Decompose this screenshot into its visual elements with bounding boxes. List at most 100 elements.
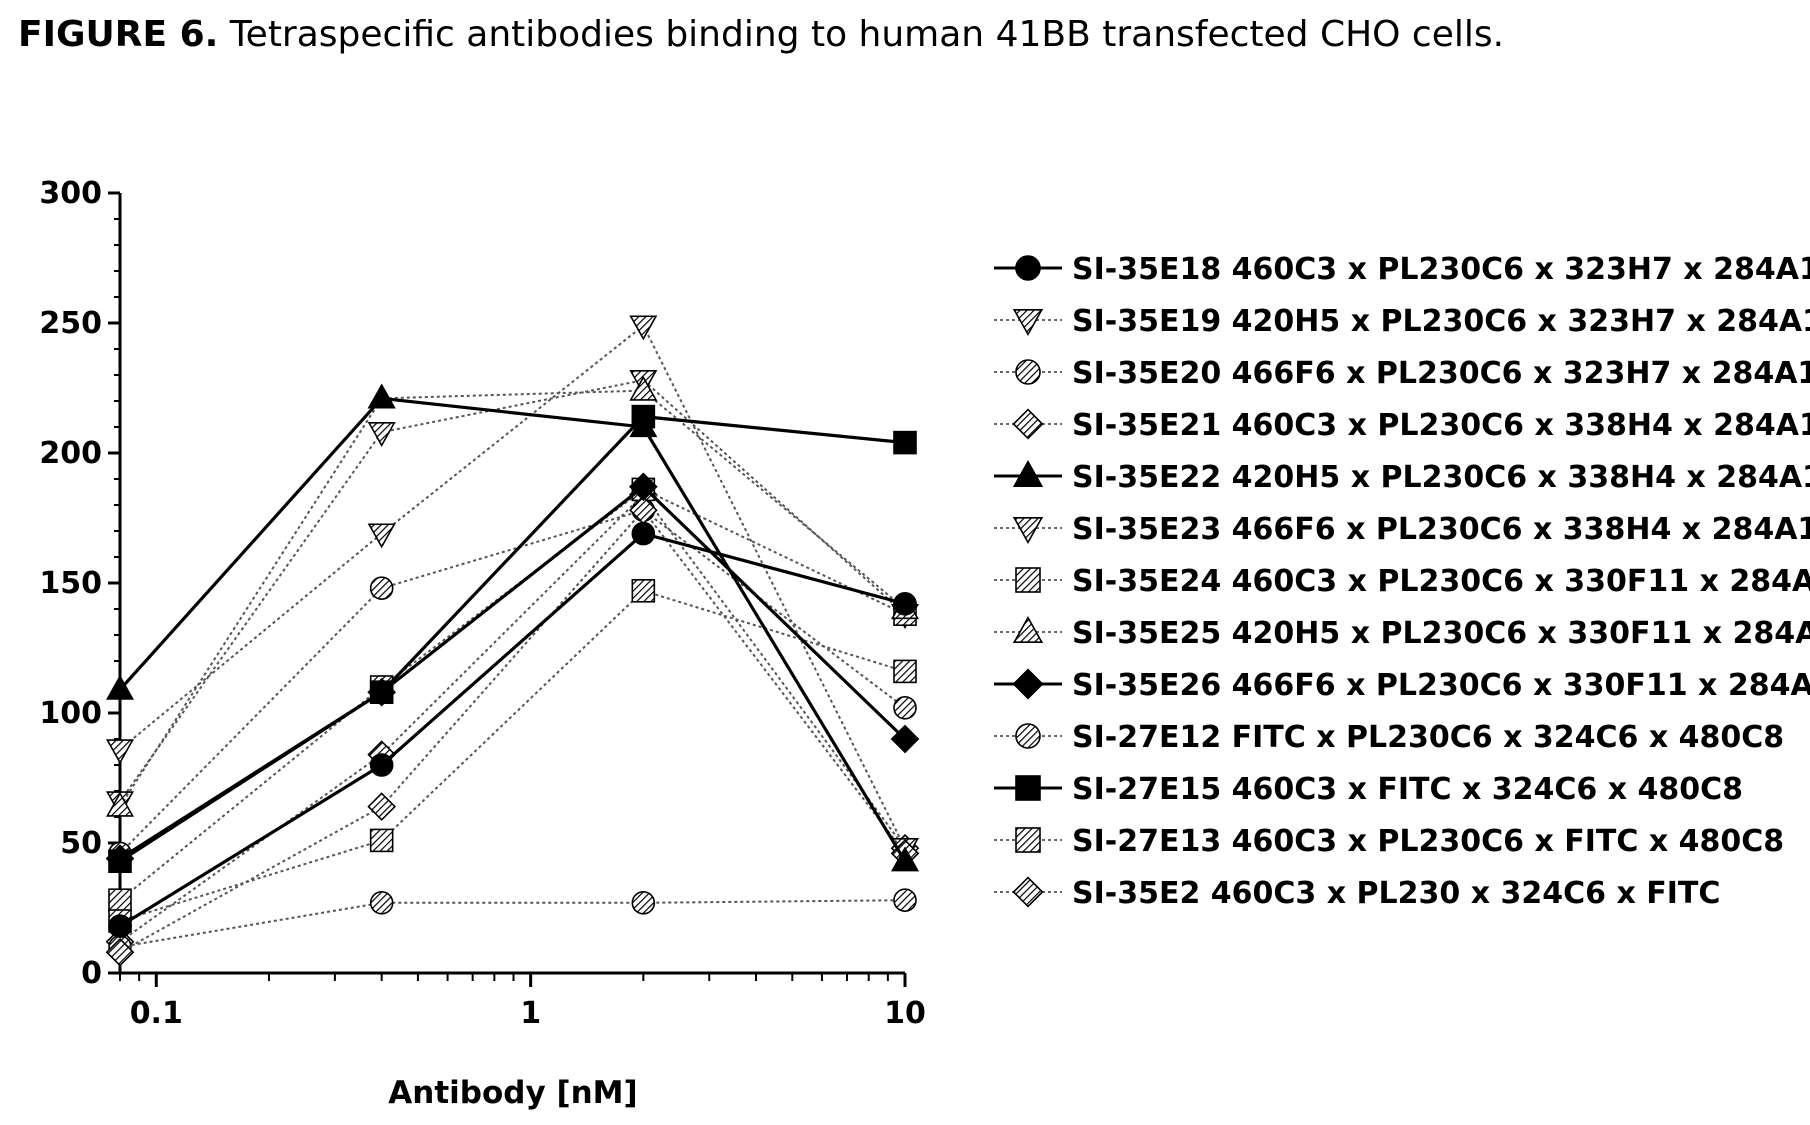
data-point [890, 846, 920, 872]
data-point [890, 724, 920, 754]
legend-label: SI-27E15 460C3 x FITC x 324C6 x 480C8 [1072, 772, 1743, 807]
legend-marker [1012, 668, 1044, 700]
legend-entry-11: SI-27E15 460C3 x FITC x 324C6 x 480C8 [994, 772, 1743, 807]
y-tick-label: 150 [39, 566, 102, 601]
legend-entry-13: SI-35E2 460C3 x PL230 x 324C6 x FITC [994, 876, 1720, 911]
series-line [119, 379, 906, 802]
axes: 0 50 100 150 200 250 300 0.1 1 10 Antibody [nM] [39, 176, 926, 1111]
x-axis-title: Antibody [nM] [388, 1075, 637, 1111]
data-point [893, 659, 917, 684]
data-point [629, 375, 658, 401]
x-tick-label: 0.1 [130, 996, 183, 1031]
series-line [119, 589, 906, 922]
series-10 [108, 888, 917, 959]
data-point [893, 888, 917, 913]
data-point [367, 792, 396, 821]
legend-marker [1015, 723, 1041, 749]
data-point [369, 576, 394, 601]
legend-entry-1: SI-35E18 460C3 x PL230C6 x 323H7 x 284A1… [994, 252, 1810, 287]
data-point [369, 753, 394, 777]
legend-marker [1012, 308, 1044, 337]
data-point [369, 680, 394, 705]
data-point [367, 523, 396, 549]
legend-marker [1015, 775, 1041, 801]
figure-caption: Tetraspecific antibodies binding to huma… [229, 14, 1505, 55]
legend-label: SI-35E22 420H5 x PL230C6 x 338H4 x 284A1… [1072, 460, 1810, 495]
legend-marker [1015, 827, 1041, 853]
series-line [119, 493, 906, 943]
legend-label: SI-35E20 466F6 x PL230C6 x 323H7 x 284A1… [1072, 356, 1810, 391]
data-point [369, 828, 394, 853]
series-5 [105, 383, 920, 872]
legend-label: SI-35E25 420H5 x PL230C6 x 330F11 x 284A… [1072, 616, 1810, 651]
y-tick-label: 50 [60, 826, 102, 861]
legend-label: SI-35E21 460C3 x PL230C6 x 338H4 x 284A1… [1072, 408, 1810, 443]
data-point [367, 383, 396, 409]
data-point [629, 315, 658, 341]
y-tick-label: 250 [39, 306, 102, 341]
legend-marker [1012, 516, 1044, 545]
series-8 [105, 375, 920, 817]
legend-marker [1015, 359, 1041, 385]
series-line [119, 508, 906, 954]
legend-label: SI-35E18 460C3 x PL230C6 x 323H7 x 284A1… [1072, 252, 1810, 287]
series-7 [108, 477, 917, 913]
data-point [629, 472, 658, 502]
legend-entry-10: SI-27E12 FITC x PL230C6 x 324C6 x 480C8 [994, 720, 1784, 755]
data-point [105, 937, 135, 967]
series-line [119, 414, 906, 863]
series-line [119, 488, 906, 901]
data-point [369, 890, 394, 915]
data-point [105, 791, 135, 817]
legend-entry-3: SI-35E20 466F6 x PL230C6 x 323H7 x 284A1… [994, 356, 1810, 391]
x-tick-label: 1 [520, 996, 541, 1031]
data-point [105, 674, 135, 700]
legend-label: SI-35E2 460C3 x PL230 x 324C6 x FITC [1072, 876, 1720, 911]
series-11 [108, 404, 917, 874]
data-point [105, 739, 135, 765]
legend-marker [1012, 459, 1044, 488]
legend-marker [1012, 615, 1044, 644]
legend-label: SI-35E19 420H5 x PL230C6 x 323H7 x 284A1… [1072, 304, 1810, 339]
series-6 [105, 315, 920, 864]
y-tick-label: 300 [39, 176, 102, 211]
series-1 [108, 521, 917, 939]
legend: SI-35E18 460C3 x PL230C6 x 323H7 x 284A1… [994, 252, 1810, 911]
y-tick-label: 0 [81, 956, 102, 991]
series-line [119, 324, 906, 849]
series-line [119, 484, 907, 860]
data-point [893, 430, 917, 455]
legend-entry-4: SI-35E21 460C3 x PL230C6 x 338H4 x 284A1… [994, 408, 1810, 443]
series-layer [105, 315, 920, 967]
series-line [119, 509, 906, 855]
y-tick-label: 100 [39, 696, 102, 731]
data-point [893, 591, 917, 616]
series-2 [105, 370, 920, 817]
y-tick-label: 200 [39, 436, 102, 471]
legend-label: SI-35E23 466F6 x PL230C6 x 338H4 x 284A1… [1072, 512, 1810, 547]
legend-marker [1012, 876, 1044, 908]
data-point [631, 890, 656, 915]
legend-label: SI-35E26 466F6 x PL230C6 x 330F11 x 284A… [1072, 668, 1810, 703]
data-point [893, 695, 917, 720]
legend-marker [1012, 408, 1044, 440]
data-point [631, 404, 656, 429]
legend-label: SI-27E13 460C3 x PL230C6 x FITC x 480C8 [1072, 824, 1784, 859]
legend-entry-9: SI-35E26 466F6 x PL230C6 x 330F11 x 284A… [994, 668, 1810, 703]
legend-marker [1015, 567, 1041, 593]
data-point [631, 578, 656, 603]
series-line [119, 389, 906, 808]
legend-entry-8: SI-35E25 420H5 x PL230C6 x 330F11 x 284A… [994, 615, 1810, 651]
legend-entry-5: SI-35E22 420H5 x PL230C6 x 338H4 x 284A1… [994, 459, 1810, 495]
legend-marker [1015, 255, 1041, 281]
legend-entry-12: SI-27E13 460C3 x PL230C6 x FITC x 480C8 [994, 824, 1784, 859]
data-point [108, 888, 132, 913]
data-point [631, 521, 656, 546]
legend-entry-7: SI-35E24 460C3 x PL230C6 x 330F11 x 284A… [994, 564, 1810, 599]
legend-label: SI-35E24 460C3 x PL230C6 x 330F11 x 284A… [1072, 564, 1810, 599]
legend-entry-6: SI-35E23 466F6 x PL230C6 x 338H4 x 284A1… [994, 512, 1810, 547]
series-line [118, 396, 907, 863]
figure-label: FIGURE 6. [18, 14, 219, 55]
x-tick-label: 10 [884, 996, 926, 1031]
